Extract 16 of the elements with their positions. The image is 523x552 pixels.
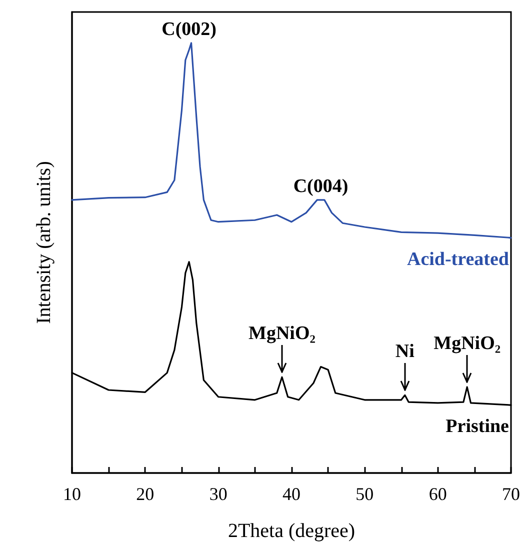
x-tick-label: 20 [136, 484, 154, 504]
x-axis-title: 2Theta (degree) [228, 520, 356, 542]
x-tick-label: 30 [209, 484, 228, 504]
x-tick-label: 70 [502, 484, 520, 504]
annotation: MgNiO₂ [434, 332, 501, 354]
series-label: Acid-treated [406, 248, 509, 270]
x-tick-label: 50 [356, 484, 374, 504]
x-tick-label: 60 [428, 484, 447, 504]
y-axis-title: Intensity (arb. units) [33, 161, 55, 324]
x-tick-label: 40 [282, 484, 300, 504]
annotation: MgNiO₂ [248, 323, 316, 344]
annotation: C(002) [162, 18, 217, 40]
annotation: Ni [395, 341, 414, 362]
x-tick-label: 10 [63, 484, 81, 504]
series-label: Pristine [446, 416, 509, 438]
annotation: C(004) [293, 176, 348, 197]
